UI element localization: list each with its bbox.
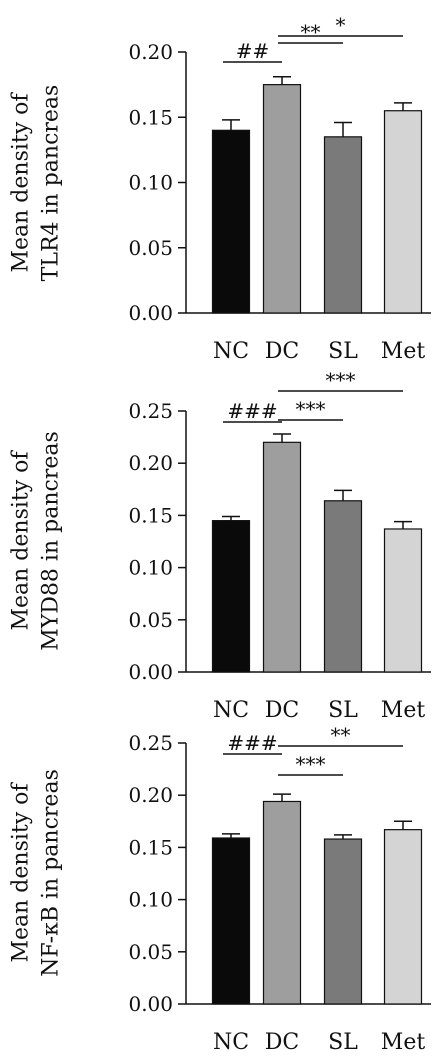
myd88-category-label: Met bbox=[381, 698, 426, 723]
tlr4-y-tick-label: 0.00 bbox=[128, 301, 173, 325]
myd88-category-label: DC bbox=[265, 698, 299, 723]
myd88-y-tick-label: 0.05 bbox=[128, 608, 173, 632]
tlr4-category-label: NC bbox=[213, 339, 249, 364]
myd88-y-tick-label: 0.15 bbox=[128, 503, 173, 527]
nfkb-y-axis-label: NF-κB in pancreas bbox=[39, 769, 64, 977]
nfkb-significance-label: ### bbox=[227, 731, 277, 755]
tlr4-significance-label: ** bbox=[301, 20, 321, 44]
myd88-bar-sl bbox=[323, 500, 363, 673]
tlr4-significance-label: * bbox=[336, 13, 346, 37]
nfkb-significance-label: ** bbox=[331, 723, 351, 747]
tlr4-y-tick-label: 0.20 bbox=[128, 40, 173, 64]
tlr4-y-tick-label: 0.10 bbox=[128, 171, 173, 195]
nfkb-y-tick-label: 0.00 bbox=[128, 992, 173, 1016]
tlr4-bar-nc bbox=[211, 129, 251, 314]
nfkb-category-label: DC bbox=[265, 1030, 299, 1055]
myd88-y-tick-label: 0.00 bbox=[128, 660, 173, 684]
nfkb-bar-nc bbox=[211, 837, 251, 1005]
myd88-y-axis-label: Mean density of bbox=[9, 450, 34, 631]
nfkb-y-axis-label: Mean density of bbox=[9, 782, 34, 963]
myd88-significance-label: *** bbox=[296, 397, 326, 421]
tlr4-category-label: SL bbox=[328, 339, 358, 364]
tlr4-bar-met bbox=[383, 110, 423, 314]
nfkb-y-tick-label: 0.10 bbox=[128, 888, 173, 912]
myd88-category-label: NC bbox=[213, 698, 249, 723]
myd88-y-tick-label: 0.25 bbox=[128, 399, 173, 423]
myd88-y-axis-label: MYD88 in pancreas bbox=[39, 431, 64, 651]
tlr4-chart-panel: 0.00 0.05 0.10 0.15 0.20 Mean density of TLR4 … bbox=[9, 13, 431, 364]
nfkb-category-label: Met bbox=[381, 1030, 426, 1055]
myd88-y-tick-label: 0.20 bbox=[128, 451, 173, 475]
nfkb-y-tick-label: 0.05 bbox=[128, 940, 173, 964]
myd88-category-label: SL bbox=[328, 698, 358, 723]
tlr4-y-axis-label: Mean density of bbox=[9, 92, 34, 273]
tlr4-bar-sl bbox=[323, 136, 363, 314]
nfkb-significance-label: *** bbox=[296, 752, 326, 776]
tlr4-significance-label: ## bbox=[236, 39, 270, 63]
tlr4-y-axis-label: TLR4 in pancreas bbox=[39, 85, 64, 282]
nfkb-bar-met bbox=[383, 829, 423, 1005]
tlr4-y-tick-label: 0.15 bbox=[128, 105, 173, 129]
myd88-bar-dc bbox=[262, 441, 302, 673]
nfkb-bar-sl bbox=[323, 838, 363, 1005]
myd88-y-tick-label: 0.10 bbox=[128, 556, 173, 580]
myd88-significance-label: *** bbox=[326, 368, 356, 392]
myd88-bar-met bbox=[383, 528, 423, 673]
nfkb-y-tick-label: 0.15 bbox=[128, 835, 173, 859]
nfkb-bar-dc bbox=[262, 800, 302, 1005]
nfkb-category-label: SL bbox=[328, 1030, 358, 1055]
tlr4-y-tick-label: 0.05 bbox=[128, 236, 173, 260]
tlr4-category-label: Met bbox=[381, 339, 426, 364]
tlr4-bar-dc bbox=[262, 84, 302, 314]
nfkb-y-tick-label: 0.20 bbox=[128, 783, 173, 807]
tlr4-category-label: DC bbox=[265, 339, 299, 364]
nfkb-y-tick-label: 0.25 bbox=[128, 731, 173, 755]
nfkb-category-label: NC bbox=[213, 1030, 249, 1055]
myd88-bar-nc bbox=[211, 520, 251, 673]
myd88-significance-label: ### bbox=[227, 399, 277, 423]
